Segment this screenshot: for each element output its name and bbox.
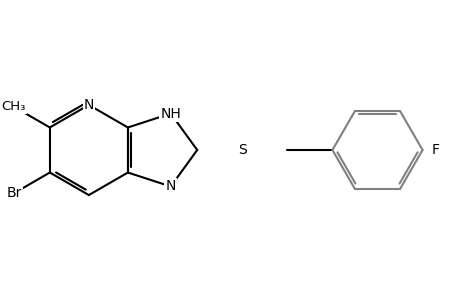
Text: CH₃: CH₃ [1,100,26,113]
Text: S: S [237,143,246,157]
Text: F: F [430,143,438,157]
Text: Br: Br [6,186,22,200]
Text: N: N [84,98,94,112]
Text: NH: NH [160,106,181,121]
Text: N: N [165,179,175,194]
